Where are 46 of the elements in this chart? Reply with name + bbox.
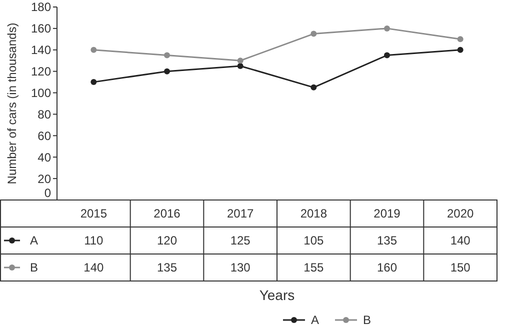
point (384, 52, 390, 58)
point (90, 79, 97, 86)
point (237, 58, 244, 64)
data-label: 155 (304, 260, 324, 275)
x-axis-title: Years (259, 287, 295, 303)
x-tick-label: 2015 (80, 206, 108, 221)
data-label: 120 (156, 234, 178, 248)
y-axis-title: Number of cars (in thousands) (5, 22, 19, 184)
point (164, 68, 170, 74)
data-label: 105 (304, 234, 324, 248)
y-tick-label: 20 (38, 172, 52, 186)
data-label: 160 (376, 260, 398, 275)
x-tick-label: 2019 (374, 206, 401, 221)
y-tick-label: 0 (44, 186, 52, 200)
point (164, 52, 170, 58)
point (457, 46, 464, 53)
y-tick-label: 40 (38, 150, 52, 164)
point (457, 36, 464, 42)
y-tick-label: 120 (30, 64, 52, 79)
point (384, 25, 390, 32)
y-tick-label: 80 (38, 107, 52, 122)
data-label: 125 (230, 234, 251, 248)
x-tick-label: 2016 (154, 206, 181, 221)
x-tick-label: 2020 (446, 206, 474, 221)
legend-label: A (30, 234, 38, 248)
text: A (311, 313, 320, 326)
text: B (363, 313, 372, 326)
point (310, 30, 317, 37)
point (237, 62, 244, 69)
y-tick-label: 180 (30, 0, 52, 14)
data-label: 135 (156, 260, 178, 275)
x-tick-label: 2018 (300, 206, 328, 221)
data-label: 130 (230, 260, 251, 275)
data-label: 140 (84, 260, 104, 275)
x-tick-label: 2017 (226, 206, 254, 221)
data-label: 150 (450, 260, 471, 275)
y-tick-label: 60 (38, 128, 52, 143)
y-tick-label: 140 (30, 43, 52, 58)
legend-label: B (30, 260, 38, 275)
data-label: 135 (376, 234, 398, 248)
point (90, 46, 97, 53)
data-label: 140 (450, 234, 471, 248)
data-label: 110 (84, 234, 104, 248)
y-tick-label: 100 (30, 86, 52, 100)
point (310, 84, 317, 90)
y-tick-label: 160 (30, 22, 52, 36)
